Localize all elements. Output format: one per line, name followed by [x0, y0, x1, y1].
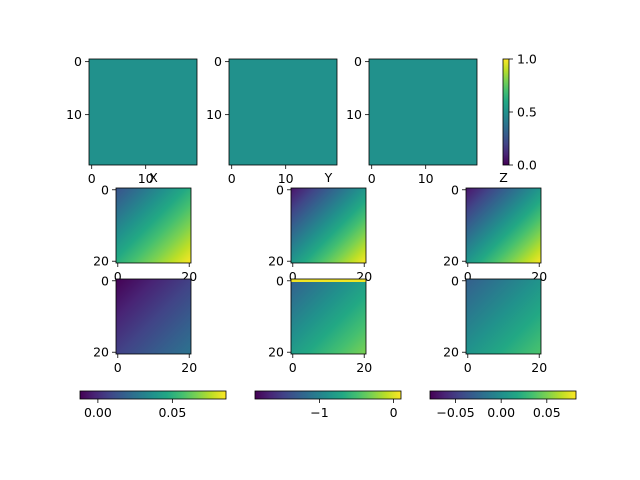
- y-tick-label: 0: [101, 182, 109, 197]
- colorbar-tick-label: 1.0: [517, 52, 537, 67]
- panel-row1-col2: 0 10 0 10: [206, 54, 338, 186]
- axes-frame: [465, 278, 542, 355]
- y-tick-label: 0: [451, 182, 459, 197]
- heatmap-image: [116, 279, 191, 354]
- panel-row3-col2: 0 20 0 20: [268, 273, 372, 375]
- y-tick-label: 0: [276, 182, 284, 197]
- y-tick-label: 20: [93, 254, 109, 269]
- colorbar-gradient: [430, 391, 576, 399]
- panel-row1-col3: 0 10 0 10: [346, 54, 478, 186]
- axes-frame: [465, 187, 542, 264]
- x-tick-label: 0: [289, 269, 297, 284]
- colorbar-tick-label: −1: [310, 405, 328, 420]
- heatmap-top-row: [291, 279, 366, 282]
- panel-row3-col3: 0 20 0 20: [443, 273, 547, 375]
- x-tick-label: 0: [114, 269, 122, 284]
- heatmap-image: [291, 188, 366, 263]
- colorbar-tick-label: 0.0: [517, 158, 537, 173]
- y-tick-label: 0: [74, 54, 82, 69]
- axes-frame: [115, 187, 192, 264]
- heatmap-image: [369, 59, 477, 165]
- y-tick-label: 20: [268, 345, 284, 360]
- axes-title: Y: [324, 170, 333, 185]
- axes-title: X: [149, 170, 158, 185]
- panel-row1-col1: 0 10 0 10: [66, 54, 198, 186]
- x-tick-label: 0: [88, 171, 96, 186]
- colorbar-gradient: [255, 391, 401, 399]
- colorbar-frame: [254, 390, 402, 400]
- x-tick-label: 0: [228, 171, 236, 186]
- y-tick-label: 10: [346, 107, 362, 122]
- y-tick-label: 10: [66, 107, 82, 122]
- colorbar-frame: [79, 390, 227, 400]
- x-tick-label: 10: [278, 171, 294, 186]
- colorbar-tick-label: −0.05: [436, 405, 474, 420]
- axes-frame: [228, 58, 338, 166]
- axes-frame: [290, 278, 367, 355]
- y-tick-label: 10: [206, 107, 222, 122]
- y-tick-label: 0: [276, 273, 284, 288]
- y-tick-label: 20: [443, 345, 459, 360]
- x-tick-label: 0: [114, 360, 122, 375]
- heatmap-image: [466, 279, 541, 354]
- colorbar: 0.0 0.5 1.0: [502, 52, 537, 173]
- colorbar: 0.00 0.05: [79, 390, 227, 420]
- heatmap-image: [291, 279, 366, 354]
- colorbar: −1 0: [254, 390, 402, 420]
- colorbar-tick-label: 0.00: [487, 405, 515, 420]
- colorbar: −0.05 0.00 0.05: [429, 390, 577, 420]
- y-tick-label: 20: [443, 254, 459, 269]
- colorbar-tick-label: 0.5: [517, 105, 537, 120]
- colorbar-tick-label: 0: [390, 405, 398, 420]
- y-tick-label: 0: [214, 54, 222, 69]
- colorbar-tick-label: 0.05: [533, 405, 561, 420]
- colorbar-tick-label: 0.05: [158, 405, 186, 420]
- axes-frame: [368, 58, 478, 166]
- heatmap-image: [116, 188, 191, 263]
- heatmap-image: [89, 59, 197, 165]
- heatmap-image: [466, 188, 541, 263]
- x-tick-label: 0: [464, 360, 472, 375]
- x-tick-label: 0: [289, 360, 297, 375]
- x-tick-label: 0: [368, 171, 376, 186]
- y-tick-label: 0: [354, 54, 362, 69]
- x-tick-label: 0: [464, 269, 472, 284]
- panel-row3-col1: 0 20 0 20: [93, 273, 197, 375]
- colorbar-gradient: [80, 391, 226, 399]
- x-tick-label: 10: [138, 171, 154, 186]
- x-tick-label: 10: [418, 171, 434, 186]
- y-tick-label: 0: [101, 273, 109, 288]
- axes-frame: [88, 58, 198, 166]
- colorbar-frame: [429, 390, 577, 400]
- heatmap-image: [229, 59, 337, 165]
- axes-title: Z: [499, 170, 508, 185]
- y-tick-label: 20: [93, 345, 109, 360]
- colorbar-tick-label: 0.00: [84, 405, 112, 420]
- y-tick-label: 20: [268, 254, 284, 269]
- x-tick-label: 20: [531, 360, 547, 375]
- y-tick-label: 0: [451, 273, 459, 288]
- x-tick-label: 20: [356, 360, 372, 375]
- axes-frame: [115, 278, 192, 355]
- x-tick-label: 20: [181, 360, 197, 375]
- axes-frame: [290, 187, 367, 264]
- colorbar-gradient: [503, 59, 509, 165]
